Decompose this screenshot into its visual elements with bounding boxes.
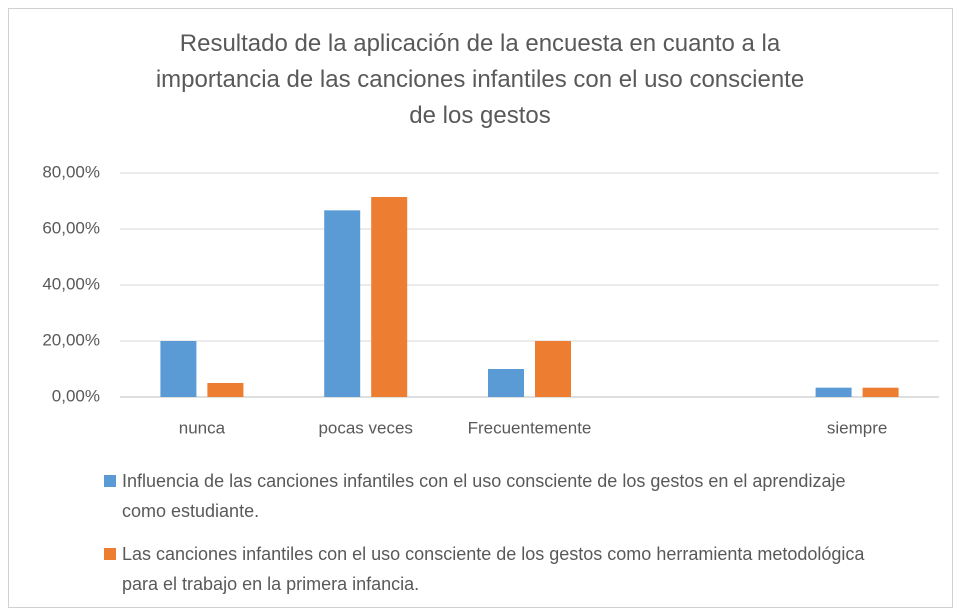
legend-label: Las canciones infantiles con el uso cons… [122, 544, 865, 594]
x-tick-label: siempre [827, 418, 887, 437]
y-tick-label: 20,00% [42, 330, 100, 349]
bar [324, 210, 361, 397]
legend-label: Influencia de las canciones infantiles c… [122, 471, 846, 521]
y-tick-label: 60,00% [42, 218, 100, 237]
bar [535, 341, 571, 397]
legend-item: Influencia de las canciones infantiles c… [104, 466, 894, 526]
bar [371, 196, 408, 397]
legend-swatch [104, 475, 116, 487]
legend-swatch [104, 548, 116, 560]
bar [488, 369, 524, 397]
chart-title: Resultado de la aplicación de la encuest… [155, 30, 805, 129]
x-tick-label: nunca [179, 418, 226, 437]
bar [815, 387, 852, 397]
bar [207, 383, 244, 397]
bar [160, 341, 197, 397]
chart: 0,00% 20,00% 40,00% 60,00% 80,00% nunca pocas … [42, 162, 939, 437]
y-tick-label: 80,00% [42, 162, 100, 181]
page: Resultado de la aplicación de la encuest… [8, 8, 953, 608]
bar [862, 387, 899, 397]
x-tick-label: pocas veces [318, 418, 413, 437]
x-tick-label: Frecuentemente [468, 418, 592, 437]
y-tick-label: 0,00% [52, 386, 100, 405]
legend-item: Las canciones infantiles con el uso cons… [104, 539, 894, 599]
y-tick-label: 40,00% [42, 274, 100, 293]
